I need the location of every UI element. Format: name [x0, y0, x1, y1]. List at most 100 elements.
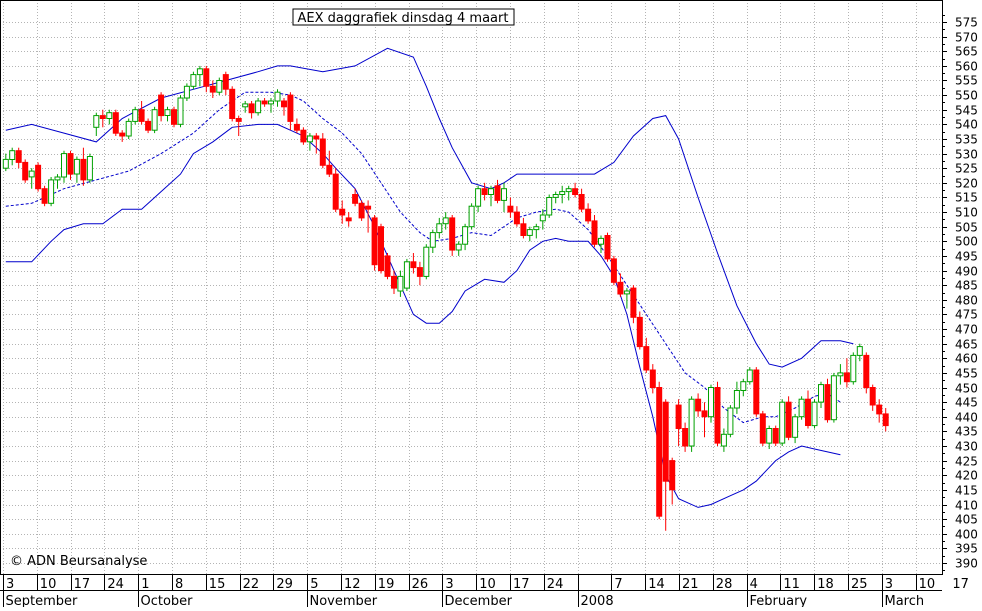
y-tick-label: 410: [955, 499, 978, 513]
candle-body: [649, 369, 656, 388]
x-day-label: 10: [919, 577, 936, 592]
candle-body: [591, 220, 598, 245]
candle-body: [449, 217, 456, 251]
y-tick-label: 565: [955, 45, 978, 59]
candle: [442, 212, 449, 230]
candle-body: [352, 194, 359, 204]
candle-body: [733, 390, 740, 409]
candle: [610, 255, 617, 286]
candle-body: [843, 372, 850, 383]
x-day-label: 17: [513, 577, 530, 592]
candlesticks: [2, 65, 889, 531]
candle: [714, 381, 721, 446]
copyright-watermark: © ADN Beursanalyse: [10, 554, 147, 569]
candle-body: [759, 413, 766, 444]
x-day-label: 4: [750, 577, 758, 592]
candle: [636, 311, 643, 350]
candle-body: [494, 185, 501, 201]
candle: [429, 229, 436, 253]
month-label: March: [885, 594, 925, 607]
candle-body: [766, 428, 773, 444]
candle: [617, 273, 624, 297]
candle-body: [403, 261, 410, 289]
x-day-label: 12: [344, 577, 361, 592]
x-day-label: 22: [243, 577, 260, 592]
candle-body: [268, 100, 274, 105]
y-tick-label: 405: [955, 513, 978, 527]
candle-body: [306, 135, 313, 143]
candle: [539, 209, 546, 230]
y-tick-label: 430: [955, 440, 978, 454]
candle-body: [792, 416, 799, 438]
x-day-label: 3: [6, 577, 14, 592]
candle-body: [67, 153, 74, 175]
month-label: November: [310, 594, 378, 607]
candle: [753, 367, 760, 417]
month-label: 2008: [581, 594, 614, 607]
candle: [863, 352, 870, 394]
candle-body: [145, 120, 152, 131]
candle: [287, 92, 294, 131]
candle-body: [86, 156, 93, 181]
candle: [578, 188, 585, 213]
y-tick-label: 445: [955, 396, 978, 410]
candle: [585, 203, 592, 224]
candle-body: [850, 354, 857, 383]
candle: [222, 71, 229, 96]
candle-body: [630, 287, 637, 318]
y-tick-label: 540: [955, 118, 978, 132]
month-label: February: [750, 594, 808, 607]
candle-body: [378, 226, 384, 272]
candle: [145, 118, 152, 134]
candle-body: [164, 109, 171, 116]
candle: [248, 101, 255, 119]
candle-body: [695, 398, 702, 412]
x-day-label: 7: [614, 577, 622, 592]
candle-body: [177, 97, 184, 125]
candle: [93, 112, 100, 136]
candle: [261, 98, 268, 107]
candle-body: [669, 460, 676, 491]
candle: [2, 153, 9, 172]
candle: [397, 270, 404, 297]
candle: [792, 413, 799, 444]
candle: [28, 168, 35, 189]
candle: [740, 378, 747, 397]
candle: [727, 405, 734, 438]
x-day-label: 24: [107, 577, 124, 592]
candle: [216, 77, 223, 96]
candle-body: [287, 94, 294, 122]
candle: [281, 98, 287, 116]
y-tick-label: 555: [955, 74, 978, 88]
candle: [837, 364, 844, 385]
candle-body: [255, 100, 262, 114]
candle-body: [48, 179, 55, 204]
candle-body: [93, 115, 100, 128]
y-tick-label: 450: [955, 382, 978, 396]
candle: [843, 358, 850, 388]
candle: [384, 253, 391, 280]
y-tick-label: 425: [955, 455, 978, 469]
candle-body: [138, 109, 145, 122]
candle-body: [779, 401, 786, 444]
candle: [125, 118, 132, 139]
candle-body: [28, 170, 35, 178]
y-tick-label: 435: [955, 425, 978, 439]
candle: [824, 378, 831, 423]
candle: [80, 147, 87, 186]
candle-body: [22, 161, 29, 181]
y-tick-label: 515: [955, 191, 978, 205]
candle: [229, 86, 236, 122]
candle-body: [811, 401, 818, 427]
candle: [766, 425, 773, 449]
candle: [73, 156, 80, 183]
x-day-label: 11: [783, 577, 800, 592]
x-day-label: 3: [885, 577, 893, 592]
candle: [274, 89, 281, 107]
candle-body: [132, 109, 139, 122]
candle-body: [513, 211, 520, 225]
candle: [488, 185, 494, 207]
x-day-label: 26: [412, 577, 429, 592]
y-tick-label: 520: [955, 177, 978, 191]
candle: [61, 150, 67, 183]
